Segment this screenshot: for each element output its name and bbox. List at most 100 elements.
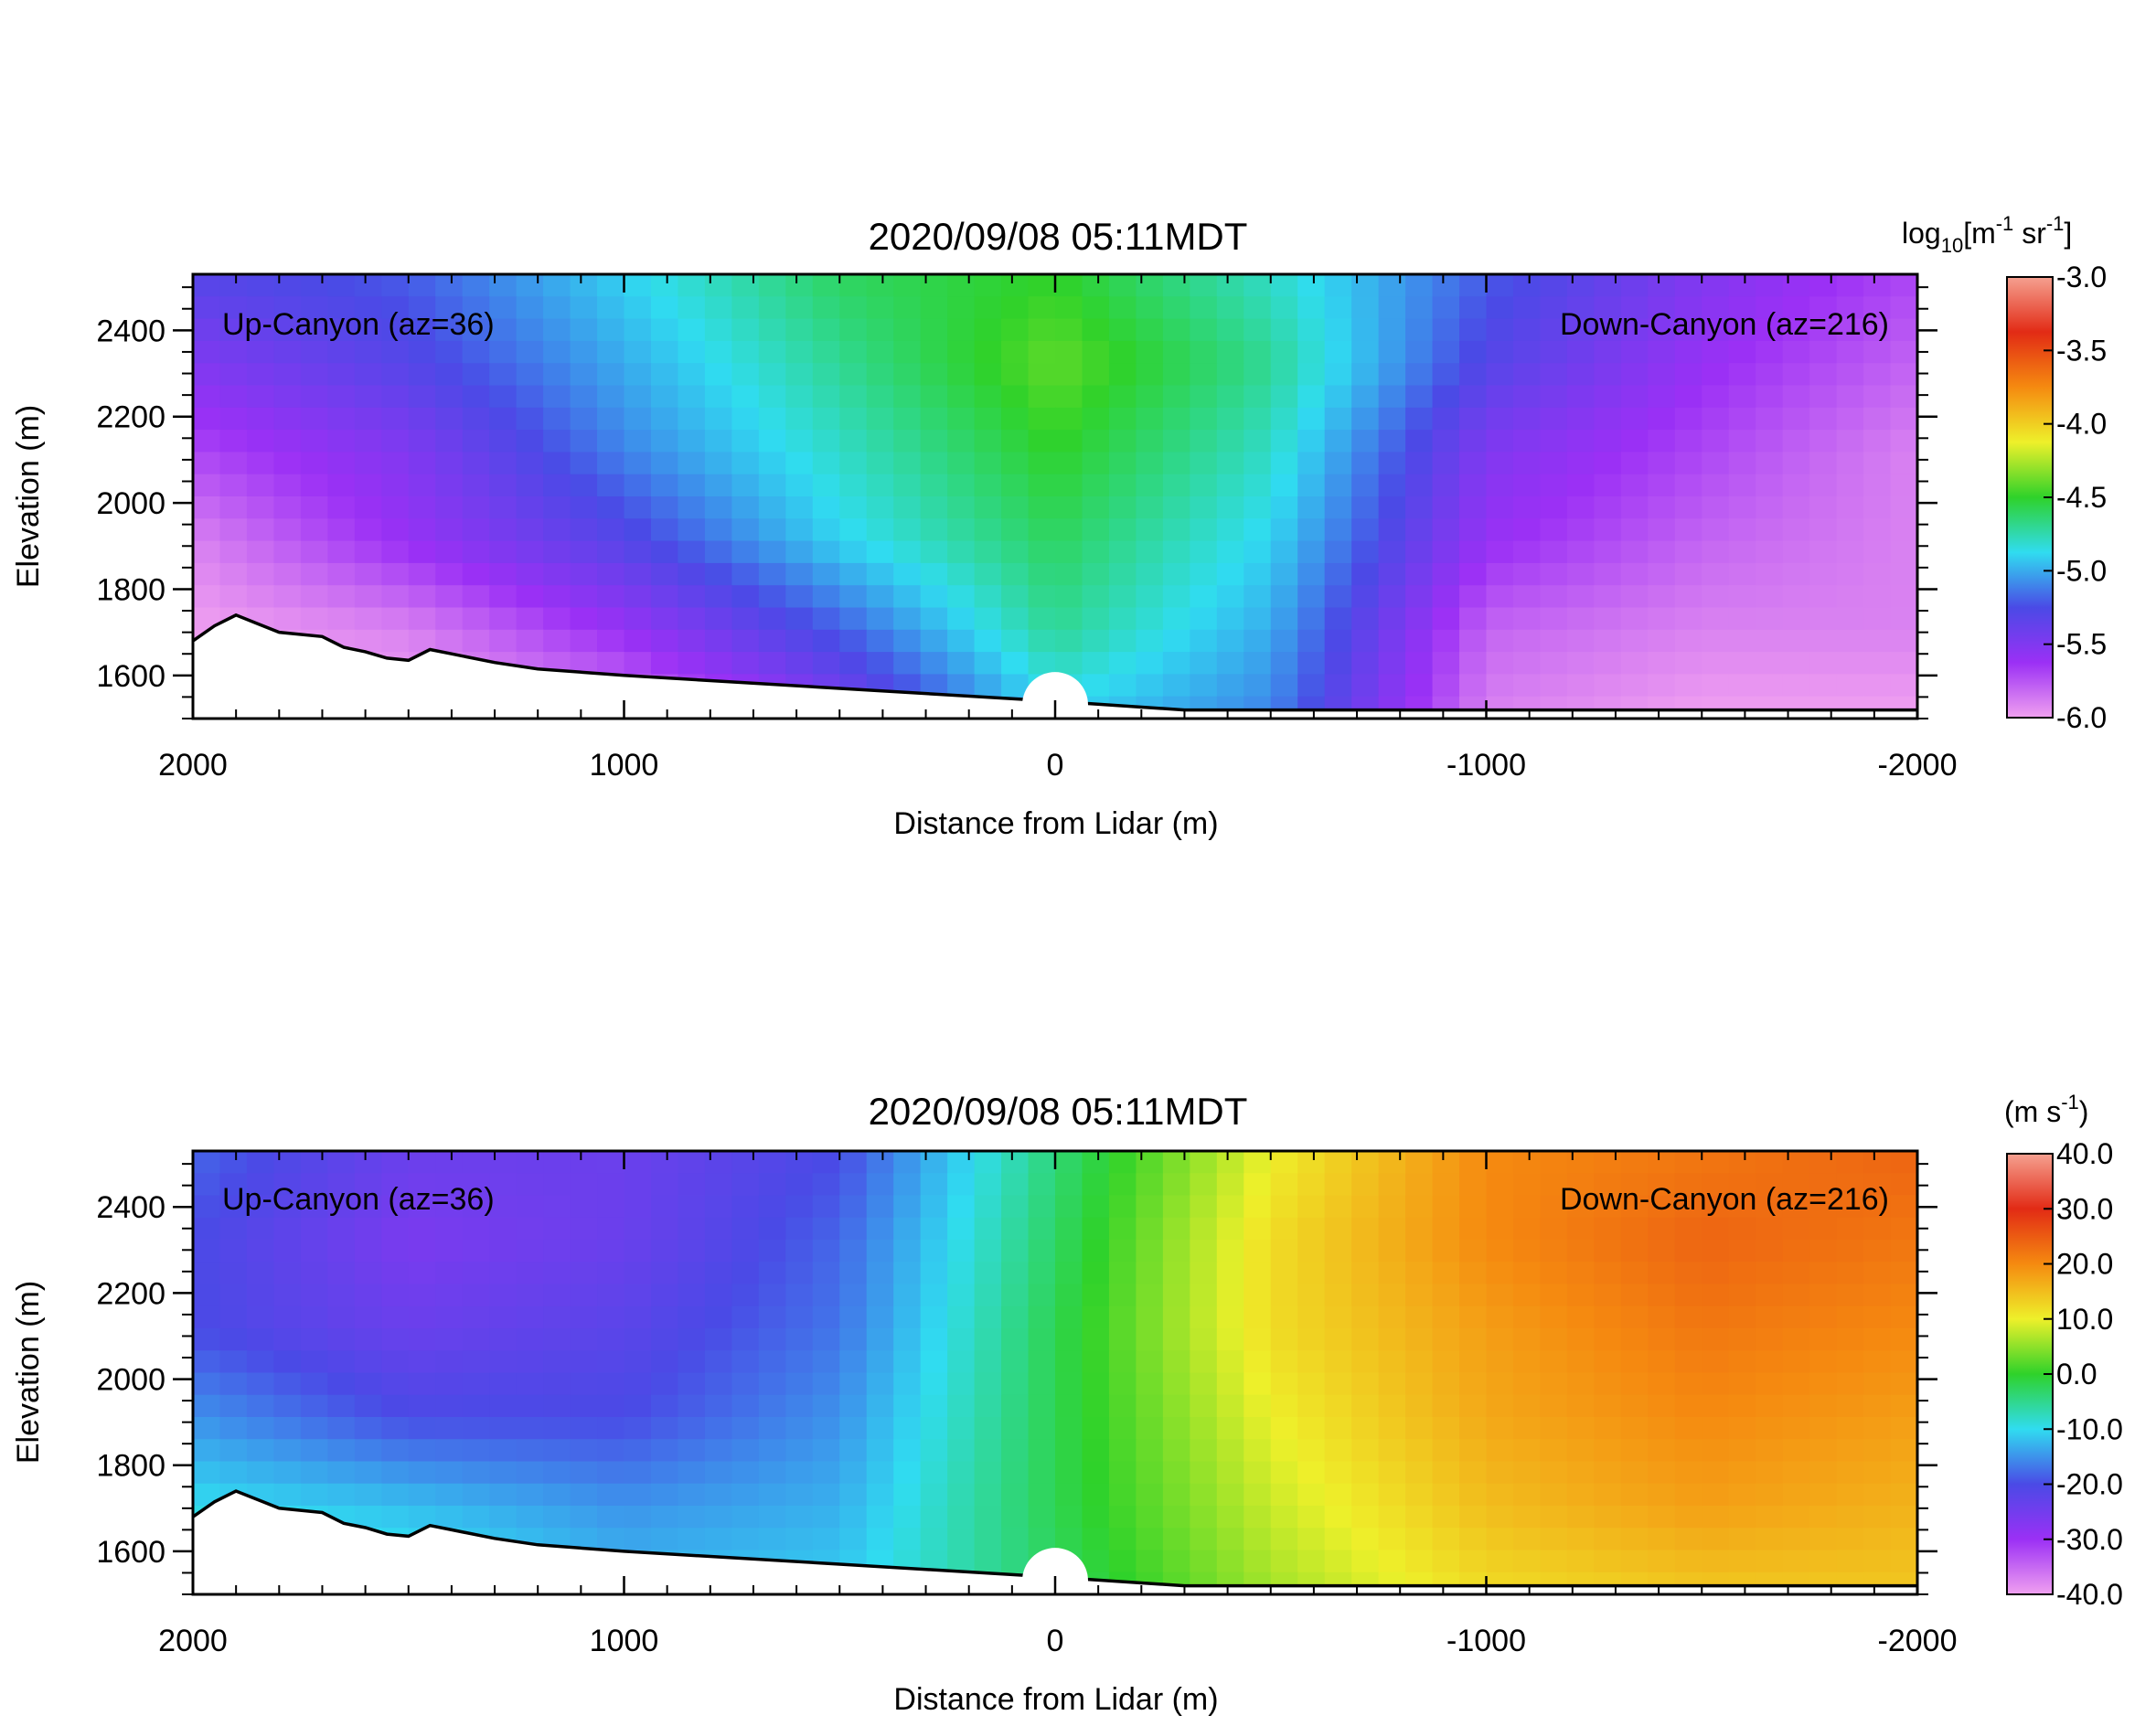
field-cell (1243, 1528, 1272, 1551)
field-cell (1190, 562, 1218, 586)
field-cell (246, 1417, 275, 1441)
field-cell (1136, 562, 1164, 586)
field-cell (1648, 1217, 1676, 1241)
field-cell (1351, 652, 1380, 676)
field-cell (408, 562, 437, 586)
field-cell (1809, 1528, 1838, 1551)
field-cell (381, 562, 410, 586)
field-cell (812, 1439, 841, 1463)
field-cell (1594, 1328, 1622, 1352)
field-cell (1674, 1262, 1703, 1285)
field-cell (1702, 452, 1730, 475)
field-cell (920, 363, 948, 387)
field-cell (1863, 407, 1892, 431)
field-cell (1863, 1417, 1892, 1441)
field-cell (785, 1439, 814, 1463)
field-cell (1459, 318, 1488, 342)
field-cell (839, 407, 868, 431)
field-cell (543, 1262, 571, 1285)
field-cell (704, 607, 733, 631)
field-cell (974, 1240, 1002, 1263)
field-cell (1216, 407, 1245, 431)
field-cell (1001, 562, 1030, 586)
field-cell (1190, 340, 1218, 364)
field-cell (974, 496, 1002, 520)
field-cell (1216, 1461, 1245, 1485)
field-cell (1620, 1328, 1649, 1352)
field-cell (1512, 1461, 1542, 1485)
field-cell (219, 585, 248, 609)
field-cell (1756, 1417, 1784, 1441)
field-cell (1459, 1173, 1488, 1197)
field-cell (1351, 1506, 1380, 1529)
field-cell (1566, 340, 1596, 364)
field-cell (1648, 1394, 1676, 1418)
field-cell (1620, 1528, 1649, 1551)
field-cell (650, 1305, 679, 1329)
field-cell (947, 1528, 976, 1551)
field-cell (1432, 1262, 1460, 1285)
field-cell (1162, 1506, 1191, 1529)
field-cell (1243, 1483, 1272, 1507)
field-cell (1540, 1461, 1568, 1485)
field-cell (1459, 1372, 1488, 1396)
field-cell (731, 652, 760, 676)
field-cell (273, 474, 302, 497)
field-cell (1108, 474, 1137, 497)
field-cell (1486, 385, 1514, 409)
field-cell (1756, 1173, 1784, 1197)
field-cell (1459, 430, 1488, 453)
field-cell (974, 607, 1002, 631)
field-cell (812, 1195, 841, 1219)
field-cell (1190, 1506, 1218, 1529)
field-cell (1540, 1417, 1568, 1441)
field-cell (1512, 1173, 1542, 1197)
field-cell (1108, 407, 1137, 431)
field-cell (1190, 1173, 1218, 1197)
field-cell (1082, 1240, 1110, 1263)
field-cell (947, 1439, 976, 1463)
field-cell (1674, 1284, 1703, 1307)
field-cell (650, 518, 679, 542)
field-cell (570, 1173, 598, 1197)
field-cell (1243, 474, 1272, 497)
field-cell (1512, 452, 1542, 475)
field-cell (1055, 363, 1083, 387)
field-cell (1136, 1394, 1164, 1418)
field-cell (435, 1195, 464, 1219)
field-cell (1594, 340, 1622, 364)
field-cell (1270, 496, 1299, 520)
field-cell (1001, 1240, 1030, 1263)
field-cell (839, 430, 868, 453)
field-cell (1405, 1284, 1434, 1307)
field-cell (1836, 1550, 1864, 1573)
field-cell (1136, 1173, 1164, 1197)
field-cell (327, 430, 356, 453)
field-cell (866, 1528, 894, 1551)
field-cell (650, 1483, 679, 1507)
field-cell (489, 340, 518, 364)
field-cell (1512, 1240, 1542, 1263)
field-cell (489, 385, 518, 409)
field-cell (543, 430, 571, 453)
field-cell (1243, 518, 1272, 542)
field-cell (1648, 1439, 1676, 1463)
field-cell (300, 474, 329, 497)
y-tick-label: 2200 (96, 400, 165, 435)
field-cell (1863, 585, 1892, 609)
field-cell (839, 1506, 868, 1529)
field-cell (1108, 340, 1137, 364)
field-cell (758, 1328, 787, 1352)
field-cell (193, 496, 221, 520)
field-cell (1405, 474, 1434, 497)
field-cell (1620, 1350, 1649, 1374)
field-cell (1162, 474, 1191, 497)
x-axis-label: Distance from Lidar (m) (893, 1682, 1218, 1717)
field-cell (1028, 1173, 1056, 1197)
field-cell (570, 1305, 598, 1329)
field-cell (1351, 1550, 1380, 1573)
field-cell (381, 1350, 410, 1374)
field-cell (408, 1417, 437, 1441)
field-cell (839, 1305, 868, 1329)
field-cell (624, 1372, 652, 1396)
